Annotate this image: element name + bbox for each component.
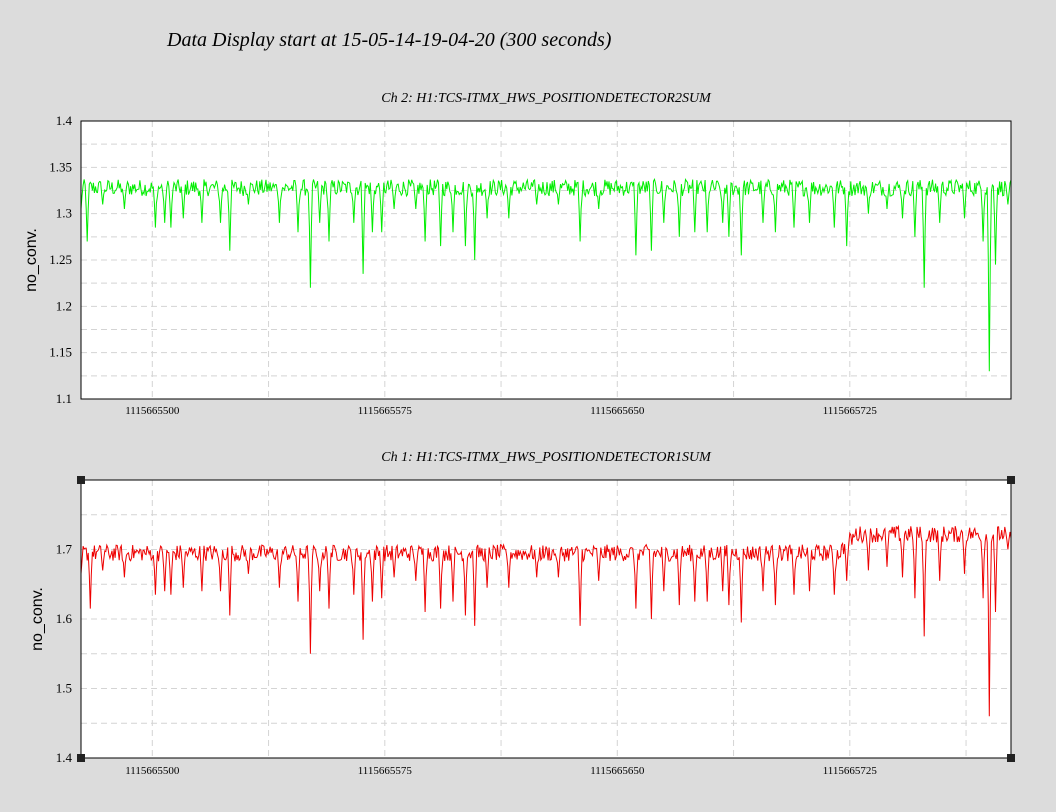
x-tick-label: 1115665725 xyxy=(823,405,878,417)
x-tick-label: 1115665575 xyxy=(358,765,413,777)
selection-handle[interactable] xyxy=(77,754,85,762)
x-tick-label: 1115665650 xyxy=(590,405,645,417)
y-axis-label: no_conv. xyxy=(23,228,40,292)
chart-1: Ch 2: H1:TCS-ITMX_HWS_POSITIONDETECTOR2S… xyxy=(23,91,1012,417)
x-tick-label: 1115665500 xyxy=(125,405,180,417)
y-tick-label: 1.2 xyxy=(56,298,72,313)
chart-2: Ch 1: H1:TCS-ITMX_HWS_POSITIONDETECTOR1S… xyxy=(29,450,1015,777)
chart-title: Ch 2: H1:TCS-ITMX_HWS_POSITIONDETECTOR2S… xyxy=(381,91,712,106)
y-tick-label: 1.7 xyxy=(56,542,73,557)
y-tick-label: 1.4 xyxy=(56,750,73,765)
page-title: Data Display start at 15-05-14-19-04-20 … xyxy=(167,29,612,51)
y-tick-label: 1.25 xyxy=(49,252,72,267)
y-tick-label: 1.1 xyxy=(56,391,72,406)
y-tick-label: 1.35 xyxy=(49,159,72,174)
series-line xyxy=(80,178,1012,372)
x-tick-label: 1115665650 xyxy=(590,765,645,777)
y-tick-label: 1.6 xyxy=(56,611,73,626)
y-axis-label: no_conv. xyxy=(29,587,46,651)
selection-handle[interactable] xyxy=(77,476,85,484)
chart-title: Ch 1: H1:TCS-ITMX_HWS_POSITIONDETECTOR1S… xyxy=(381,450,712,465)
x-tick-label: 1115665575 xyxy=(358,405,413,417)
y-tick-label: 1.3 xyxy=(56,206,72,221)
y-tick-label: 1.15 xyxy=(49,345,72,360)
y-tick-label: 1.5 xyxy=(56,681,72,696)
x-tick-label: 1115665725 xyxy=(823,765,878,777)
series-line xyxy=(80,524,1012,717)
x-tick-label: 1115665500 xyxy=(125,765,180,777)
selection-handle[interactable] xyxy=(1007,476,1015,484)
plot-frame xyxy=(80,479,1012,759)
plot-frame xyxy=(80,120,1012,400)
selection-handle[interactable] xyxy=(1007,754,1015,762)
y-tick-label: 1.4 xyxy=(56,113,73,128)
